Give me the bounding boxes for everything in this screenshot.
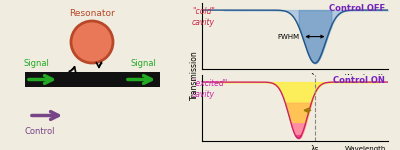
Circle shape [71, 21, 113, 63]
Text: "cold"
cavity: "cold" cavity [192, 7, 215, 27]
Text: Signal: Signal [130, 58, 156, 68]
Text: Transmission: Transmission [190, 50, 198, 100]
Text: Wavelength: Wavelength [345, 146, 386, 150]
Text: Control: Control [24, 128, 55, 136]
Text: λs: λs [311, 73, 319, 82]
Text: Control OFF: Control OFF [328, 4, 385, 13]
Text: λs: λs [311, 145, 319, 150]
Text: Signal: Signal [24, 58, 50, 68]
Bar [24, 72, 160, 87]
Text: Wavelength: Wavelength [345, 74, 386, 80]
Text: "excited"
cavity: "excited" cavity [192, 79, 227, 99]
Text: Resonator: Resonator [69, 9, 115, 18]
Text: FWHM: FWHM [278, 34, 300, 40]
Text: Control ON: Control ON [333, 76, 385, 85]
